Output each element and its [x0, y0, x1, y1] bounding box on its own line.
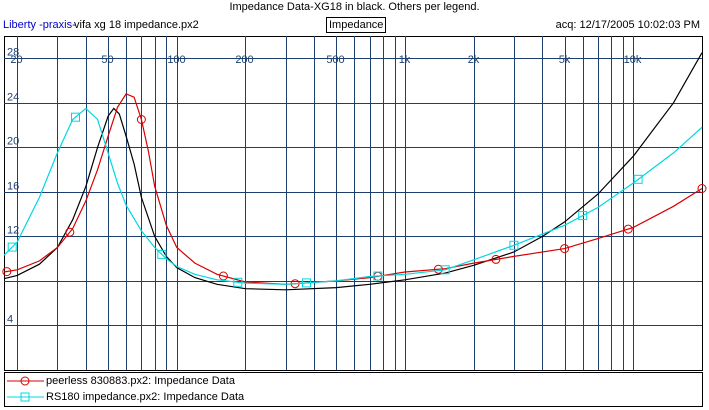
data-point-rs180 — [157, 249, 167, 259]
acquisition-timestamp: acq: 12/17/2005 10:02:03 PM — [555, 19, 700, 31]
x-tick-label: 20 — [10, 54, 22, 66]
impedance-mode-tab[interactable]: Impedance — [326, 17, 387, 33]
y-tick-label: 20 — [7, 136, 19, 148]
x-tick-label: 50 — [101, 54, 113, 66]
x-tick-label: 1k — [399, 54, 411, 66]
x-tick-label: 100 — [167, 54, 185, 66]
data-point-rs180 — [633, 174, 643, 184]
y-tick-label: 24 — [7, 92, 19, 104]
file-name: vifa xg 18 impedance.px2 — [74, 19, 199, 31]
data-point-peerless — [560, 244, 570, 254]
series-line-peerless — [3, 93, 703, 285]
x-tick-label: 10k — [624, 54, 642, 66]
data-point-rs180 — [509, 240, 519, 250]
legend-item-peerless[interactable]: peerless 830883.px2: Impedance Data — [5, 374, 702, 390]
y-tick-label: 28 — [7, 47, 19, 59]
y-tick-label: 12 — [7, 225, 19, 237]
app-name: Liberty -praxis- — [3, 19, 76, 31]
series-line-xg18 — [3, 52, 703, 291]
chart-title: Impedance Data-XG18 in black. Others per… — [229, 1, 480, 13]
x-tick-label: 200 — [235, 54, 253, 66]
legend-swatch-rs180 — [7, 392, 44, 402]
y-tick-label: 4 — [7, 314, 13, 326]
data-point-rs180 — [440, 265, 450, 275]
data-point-peerless — [623, 224, 633, 234]
legend: peerless 830883.px2: Impedance Data RS18… — [4, 372, 703, 407]
legend-item-rs180[interactable]: RS180 impedance.px2: Impedance Data — [5, 390, 702, 406]
data-point-peerless — [2, 267, 12, 277]
data-point-rs180 — [578, 211, 588, 221]
data-point-peerless — [433, 264, 443, 274]
data-point-rs180 — [233, 277, 243, 287]
data-point-peerless — [697, 184, 707, 193]
series-line-rs180 — [3, 107, 703, 285]
plot-area-border — [4, 36, 703, 371]
y-tick-label: 16 — [7, 181, 19, 193]
data-point-peerless — [65, 227, 75, 237]
data-point-rs180 — [302, 278, 311, 288]
legend-label-rs180: RS180 impedance.px2: Impedance Data — [46, 391, 245, 403]
x-tick-label: 2k — [468, 54, 480, 66]
data-point-rs180 — [71, 112, 80, 122]
data-point-rs180 — [7, 242, 17, 252]
x-tick-label: 5k — [559, 54, 571, 66]
legend-label-peerless: peerless 830883.px2: Impedance Data — [46, 375, 235, 387]
data-point-peerless — [136, 115, 146, 124]
impedance-chart: 20 50 100 200 500 1k 2k 5k 10k 4 12 16 20 24 28 — [2, 36, 707, 371]
data-point-rs180 — [373, 271, 383, 281]
x-tick-label: 500 — [326, 54, 344, 66]
legend-swatch-peerless — [7, 376, 44, 386]
data-point-peerless — [491, 254, 501, 264]
